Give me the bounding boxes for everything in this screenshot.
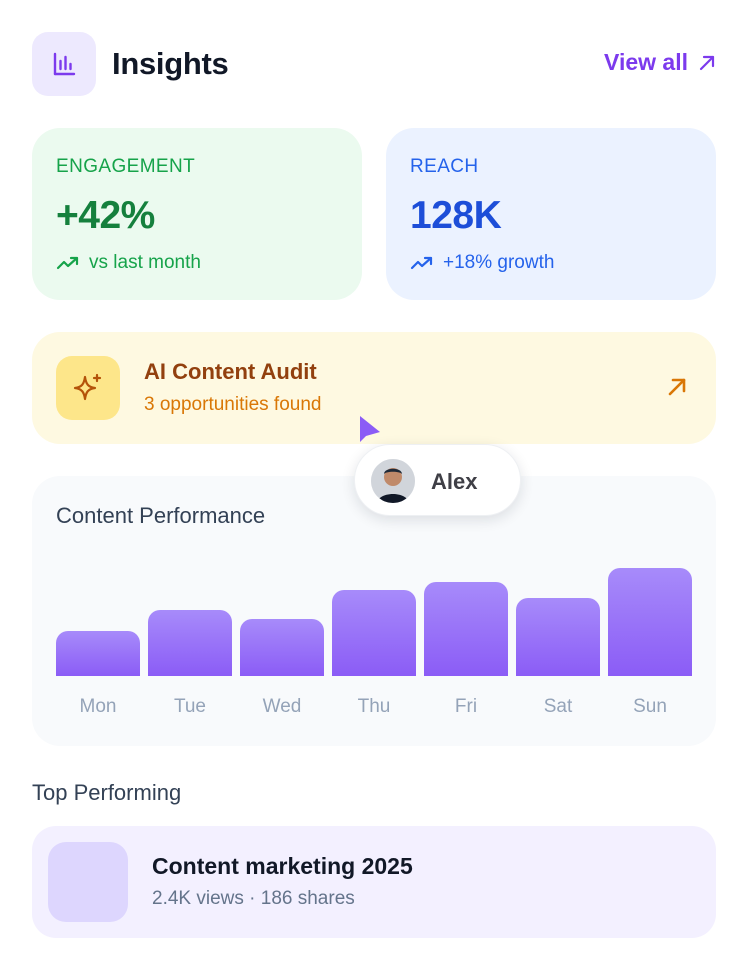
chart-bar-wed[interactable]	[240, 618, 324, 676]
arrow-up-right-icon[interactable]	[666, 376, 688, 398]
content-meta: 2.4K views · 186 shares	[152, 888, 355, 909]
chart-x-label: Tue	[173, 696, 207, 717]
chart-x-label: Wed	[262, 696, 302, 717]
top-performing-title: Top Performing	[32, 780, 182, 805]
ai-content-audit-card[interactable]: AI Content Audit 3 opportunities found	[32, 332, 716, 444]
chart-bar-sat[interactable]	[516, 597, 600, 676]
reach-value: 128K	[410, 194, 502, 237]
trending-up-icon	[56, 256, 79, 270]
chart-x-label: Sun	[633, 696, 667, 717]
audit-title: AI Content Audit	[144, 359, 317, 384]
reach-trend: +18% growth	[410, 252, 692, 274]
content-name: Content marketing 2025	[152, 853, 413, 879]
engagement-label: ENGAGEMENT	[56, 156, 196, 177]
chart-x-label: Thu	[357, 696, 391, 717]
chart-bar-fri[interactable]	[424, 581, 508, 676]
engagement-value: +42%	[56, 194, 155, 237]
audit-subtitle: 3 opportunities found	[144, 394, 322, 415]
sparkle-icon	[56, 356, 120, 420]
bar-chart-icon	[32, 32, 96, 96]
collaborator-name: Alex	[431, 469, 478, 494]
chart-bars	[56, 476, 692, 676]
trending-up-icon	[410, 256, 433, 270]
arrow-up-right-icon	[699, 55, 715, 70]
view-all-link[interactable]: View all	[604, 49, 716, 76]
chart-bar-thu[interactable]	[332, 589, 416, 676]
collaborator-pill[interactable]: Alex	[354, 444, 521, 516]
list-item[interactable]: Content marketing 2025 2.4K views · 186 …	[32, 826, 716, 938]
content-thumbnail	[48, 842, 128, 922]
page-title: Insights	[112, 46, 229, 81]
chart-title: Content Performance	[56, 503, 266, 528]
engagement-subtext: vs last month	[89, 252, 201, 273]
chart-x-label: Sat	[543, 696, 573, 717]
engagement-trend: vs last month	[56, 252, 338, 274]
avatar	[371, 459, 415, 503]
header: Insights View all	[32, 32, 716, 96]
chart-bar-sun[interactable]	[608, 567, 692, 676]
chart-bar-tue[interactable]	[148, 609, 232, 676]
reach-label: REACH	[410, 156, 479, 177]
chart-bar-mon[interactable]	[56, 631, 140, 676]
chart-x-label: Fri	[454, 696, 478, 717]
reach-card[interactable]: REACH 128K +18% growth	[386, 128, 716, 300]
collaborator-cursor-icon	[360, 416, 380, 442]
content-performance-chart: Content Performance Mon Tue Wed Thu Fri Sat Su…	[32, 476, 716, 746]
chart-x-label: Mon	[79, 696, 117, 717]
engagement-card[interactable]: ENGAGEMENT +42% vs last month	[32, 128, 362, 300]
view-all-label: View all	[604, 49, 688, 75]
reach-subtext: +18% growth	[443, 252, 555, 273]
